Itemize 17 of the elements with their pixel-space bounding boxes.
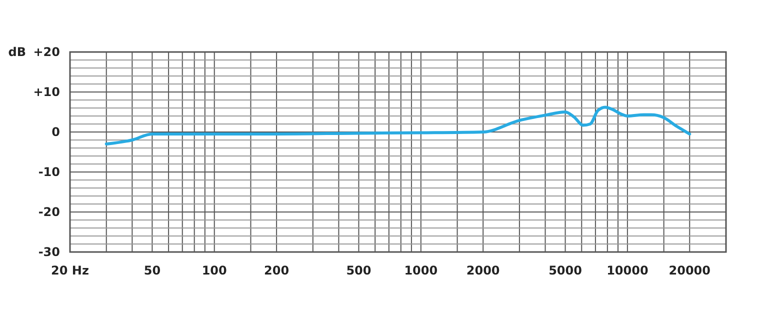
x-tick-label: 20000	[668, 264, 711, 278]
x-tick-label: 100	[202, 264, 227, 278]
x-tick-label: 1000	[404, 264, 438, 278]
x-tick-label: 500	[346, 264, 372, 278]
y-tick-label: -10	[38, 164, 60, 179]
y-tick-label: +10	[33, 84, 60, 99]
y-axis-title: dB	[8, 44, 26, 59]
y-tick-label: 0	[52, 124, 60, 139]
x-tick-label: 50	[144, 264, 161, 278]
y-tick-label: +20	[33, 44, 60, 59]
x-tick-label: 20 Hz	[51, 264, 89, 278]
y-tick-label: -30	[38, 244, 60, 259]
x-tick-label: 200	[264, 264, 290, 278]
x-tick-label: 5000	[548, 264, 582, 278]
y-tick-label: -20	[38, 204, 60, 219]
x-tick-label: 2000	[466, 264, 500, 278]
x-tick-label: 10000	[606, 264, 648, 278]
